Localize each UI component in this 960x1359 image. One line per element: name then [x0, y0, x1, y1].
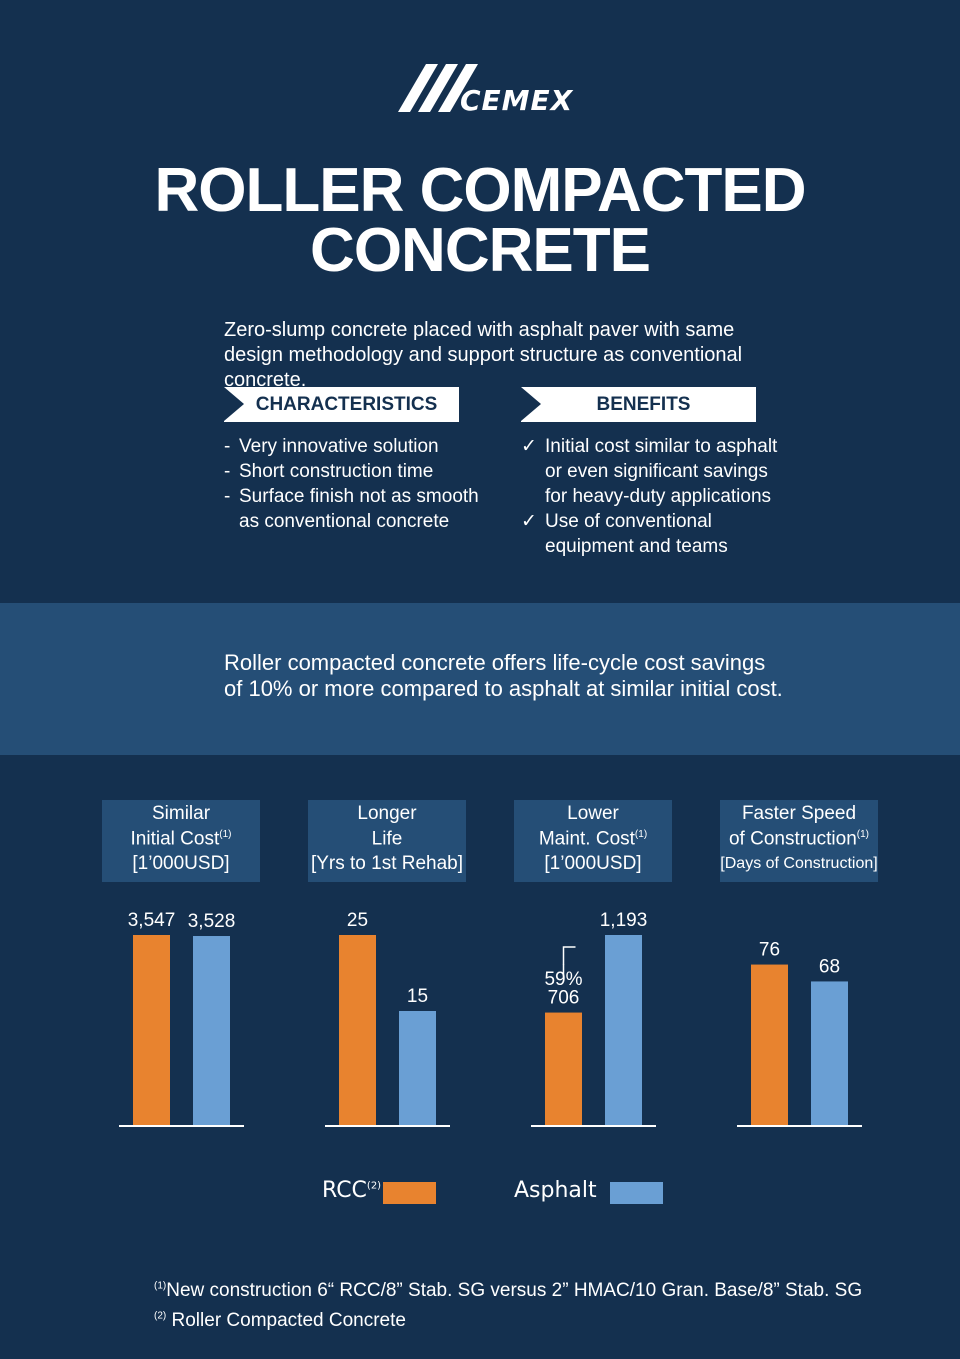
metric-header-life: Longer Life [Yrs to 1st Rehab]	[308, 800, 466, 882]
highlight-text: Roller compacted concrete offers life-cy…	[224, 650, 783, 701]
highlight-band	[0, 603, 960, 755]
characteristics-banner: CHARACTERISTICS	[224, 387, 459, 422]
benefits-banner: BENEFITS	[521, 387, 756, 422]
benefits-heading: BENEFITS	[596, 394, 691, 415]
dash-icon: -	[224, 436, 231, 457]
bar-rcc	[339, 935, 376, 1125]
bar-rcc	[751, 964, 788, 1125]
bar-value-label: 706	[548, 988, 580, 1009]
characteristics-heading: CHARACTERISTICS	[255, 394, 438, 415]
dash-icon: -	[224, 461, 231, 482]
metric-header-speed: Faster Speed of Construction(1) [Days of…	[720, 800, 878, 882]
bar-asphalt	[811, 981, 848, 1125]
legend-asphalt-swatch	[610, 1182, 663, 1204]
benefits-list: ✓ Initial cost similar to asphalt or eve…	[521, 434, 781, 559]
bar-value-label: 15	[407, 986, 428, 1007]
cemex-slash-mark	[398, 64, 478, 112]
bar-rcc	[545, 1012, 582, 1125]
bar-value-label: 3,528	[188, 911, 236, 932]
footnote-2: (2) Roller Compacted Concrete	[154, 1310, 406, 1331]
checkmark-icon: ✓	[521, 436, 537, 457]
bar-asphalt	[193, 936, 230, 1125]
cemex-logo-text: CEMEX	[460, 84, 574, 117]
bar-asphalt	[399, 1011, 436, 1125]
dash-icon: -	[224, 486, 231, 507]
bar-value-label: 76	[759, 940, 780, 961]
bar-value-label: 3,547	[128, 910, 176, 931]
legend-rcc-swatch	[383, 1182, 436, 1204]
bar-charts: 3,547 3,528 25 15 706 1,193 59% 76 68	[119, 910, 862, 1127]
list-item: - Very innovative solution	[224, 436, 439, 457]
metric-header-initial-cost: Similar Initial Cost(1) [1’000USD]	[102, 800, 260, 882]
intro-paragraph: Zero-slump concrete placed with asphalt …	[224, 319, 743, 391]
list-item: - Surface finish not as smooth as conven…	[224, 486, 479, 532]
difference-annotation: 59%	[544, 969, 582, 990]
page-title-line-2: CONCRETE	[310, 216, 651, 285]
difference-bracket	[562, 946, 576, 965]
list-item: ✓ Initial cost similar to asphalt or eve…	[521, 436, 778, 507]
bar-asphalt	[605, 935, 642, 1125]
page-title-line-1: ROLLER COMPACTED	[154, 156, 806, 225]
characteristics-list: - Very innovative solution - Short const…	[224, 434, 484, 534]
bar-value-label: 1,193	[600, 910, 648, 931]
footnote-1: (1)New construction 6“ RCC/8” Stab. SG v…	[154, 1280, 863, 1301]
list-item: - Short construction time	[224, 461, 434, 482]
legend-asphalt-label: Asphalt	[514, 1178, 597, 1203]
bar-rcc	[133, 935, 170, 1125]
metric-header-maint-cost: Lower Maint. Cost(1) [1’000USD]	[514, 800, 672, 882]
cemex-logo: CEMEX	[398, 62, 588, 117]
bar-value-label: 68	[819, 956, 840, 977]
checkmark-icon: ✓	[521, 511, 537, 532]
bar-value-label: 25	[347, 910, 368, 931]
legend-rcc-label: RCC(2)	[322, 1178, 382, 1203]
list-item: ✓ Use of conventional equipment and team…	[521, 511, 728, 557]
